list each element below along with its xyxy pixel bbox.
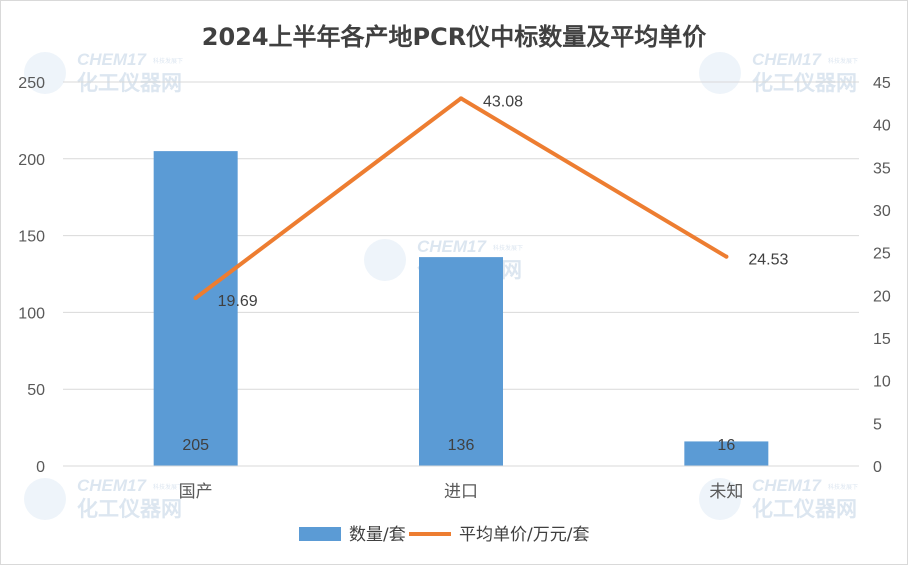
watermark-brand: CHEM17	[77, 476, 148, 495]
bar	[153, 151, 238, 466]
y-left-tick-label: 200	[18, 152, 45, 169]
y-right-tick-label: 35	[873, 160, 891, 177]
data-labels: 205 136 16 19.69 43.08 24.53	[182, 93, 788, 454]
line-value-label: 19.69	[218, 293, 258, 310]
x-category-label: 国产	[179, 482, 213, 502]
watermark-brand: CHEM17	[752, 50, 823, 69]
y-right-tick-label: 20	[873, 288, 891, 305]
watermark-logo	[699, 52, 741, 94]
y-right-tick-label: 40	[873, 118, 891, 135]
x-axis: 国产 进口 未知	[63, 465, 859, 502]
bar-value-label: 16	[717, 437, 735, 454]
chart-title: 2024上半年各产地PCR仪中标数量及平均单价	[202, 23, 707, 51]
line-point	[459, 96, 463, 101]
line-value-label: 43.08	[483, 93, 523, 110]
watermark-tagline: 科技发展下	[493, 244, 523, 252]
y-right-tick-label: 25	[873, 246, 891, 263]
y-left-tick-label: 50	[27, 382, 45, 399]
watermark-tagline: 科技发展下	[153, 57, 183, 65]
y-right-tick-label: 30	[873, 203, 891, 220]
watermark-logo	[24, 478, 66, 520]
watermark-tagline: 科技发展下	[153, 483, 183, 491]
y-left-tick-label: 150	[18, 229, 45, 246]
y-right-tick-label: 45	[873, 75, 891, 92]
line-point	[724, 254, 729, 259]
watermark-name: 化工仪器网	[752, 71, 857, 95]
y-right-tick-label: 5	[873, 416, 882, 433]
watermark-logo	[24, 52, 66, 94]
bar-value-label: 205	[182, 437, 209, 454]
legend: 数量/套 平均单价/万元/套	[299, 525, 589, 545]
watermark-tagline: 科技发展下	[828, 483, 858, 491]
y-right-tick-label: 0	[873, 459, 882, 476]
line-point	[193, 295, 198, 300]
bar	[419, 257, 503, 466]
bar-value-label: 136	[448, 437, 475, 454]
legend-label-line: 平均单价/万元/套	[459, 525, 589, 545]
line-series	[193, 96, 729, 300]
y-left-tick-label: 250	[18, 75, 45, 92]
watermark-logo	[699, 478, 741, 520]
x-category-label: 进口	[444, 482, 478, 502]
watermark-brand: CHEM17	[77, 50, 148, 69]
line-value-label: 24.53	[748, 252, 788, 269]
y-axis-right: 0 5 10 15 20 25 30 35 40 45	[873, 75, 891, 476]
bar-series	[153, 151, 769, 466]
watermark-tagline: 科技发展下	[828, 57, 858, 65]
watermark-logo	[364, 239, 406, 281]
watermark-name: 化工仪器网	[752, 497, 857, 521]
y-left-tick-label: 0	[36, 459, 45, 476]
y-right-tick-label: 15	[873, 331, 891, 348]
legend-swatch-bar	[299, 527, 341, 541]
y-right-tick-label: 10	[873, 374, 891, 391]
x-category-label: 未知	[709, 482, 743, 502]
watermark-name: 化工仪器网	[77, 497, 182, 521]
watermark-brand: CHEM17	[417, 237, 488, 256]
legend-label-bar: 数量/套	[349, 525, 406, 545]
watermark-brand: CHEM17	[752, 476, 823, 495]
bar	[684, 441, 769, 466]
watermark-name: 化工仪器网	[77, 71, 182, 95]
y-axis-left: 0 50 100 150 200 250	[18, 75, 45, 476]
y-left-tick-label: 100	[18, 305, 45, 322]
